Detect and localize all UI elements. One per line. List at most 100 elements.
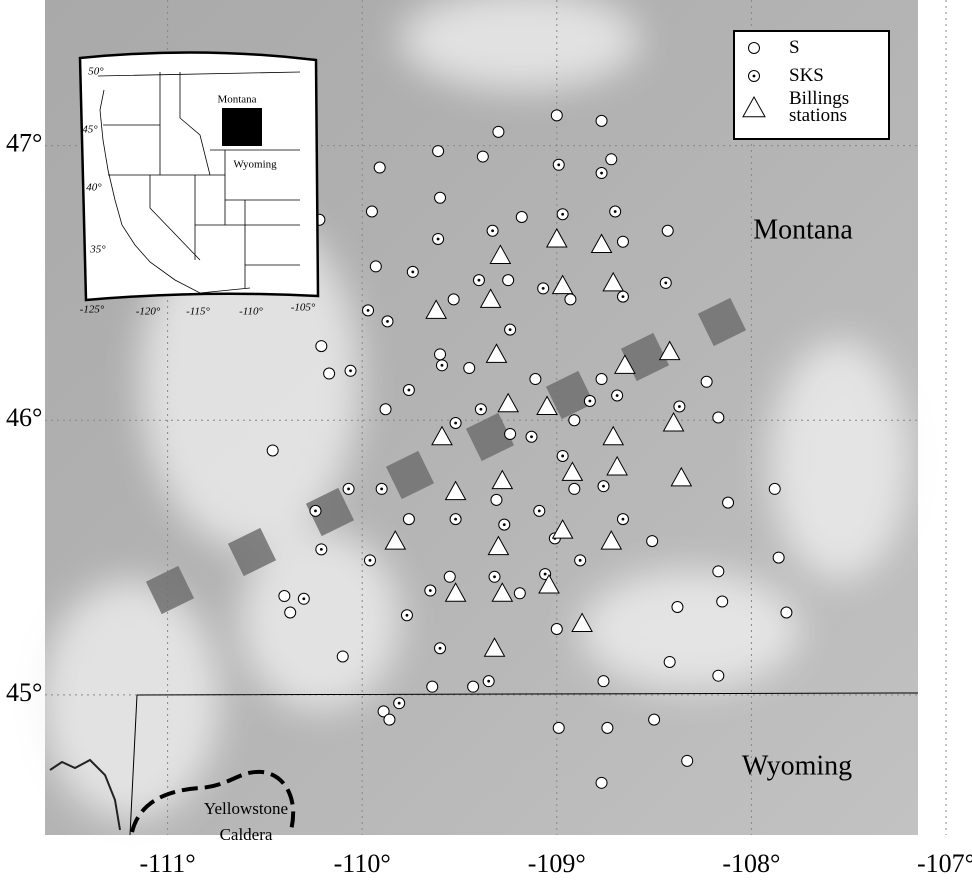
inset-map: Montana Wyoming 50° 45° 40° 35° -125° -1… xyxy=(80,52,318,317)
circle-marker xyxy=(514,588,525,599)
circle-marker xyxy=(682,755,693,766)
circle xyxy=(713,412,724,423)
center-dot xyxy=(487,680,490,683)
legend-icon xyxy=(741,94,767,120)
circle xyxy=(505,428,516,439)
dot-circle-marker xyxy=(436,360,447,371)
circle xyxy=(598,676,609,687)
dot-circle-marker xyxy=(407,266,418,277)
center-dot xyxy=(622,518,625,521)
circle-marker xyxy=(468,681,479,692)
dot-circle-marker xyxy=(316,544,327,555)
center-dot xyxy=(302,597,305,600)
circle-marker xyxy=(403,514,414,525)
circle xyxy=(435,349,446,360)
circle xyxy=(491,494,502,505)
center-dot xyxy=(369,559,372,562)
circle xyxy=(267,445,278,456)
circle-marker xyxy=(713,566,724,577)
center-dot xyxy=(347,488,350,491)
page: Montana Wyoming Montana Wyoming 50° 45° … xyxy=(0,0,972,888)
circle xyxy=(649,714,660,725)
circle-marker xyxy=(649,714,660,725)
center-dot xyxy=(678,405,681,408)
legend-label: Billings stations xyxy=(789,90,879,124)
dot-circle-marker xyxy=(343,483,354,494)
circle-marker xyxy=(366,206,377,217)
y-tick-label: 47° xyxy=(6,129,42,158)
circle-marker xyxy=(384,714,395,725)
dot-circle-marker xyxy=(557,450,568,461)
circle-marker xyxy=(493,126,504,137)
inset-state-label: Montana xyxy=(217,94,256,106)
circle xyxy=(701,376,712,387)
state-label: Montana xyxy=(753,214,853,245)
circle xyxy=(717,596,728,607)
circle-marker xyxy=(374,162,385,173)
circle xyxy=(427,681,438,692)
legend-label: SKS xyxy=(789,67,879,84)
x-tick-label: -110° xyxy=(334,849,391,878)
center-dot xyxy=(386,320,389,323)
center-dot xyxy=(542,287,545,290)
circle xyxy=(647,536,658,547)
circle xyxy=(569,483,580,494)
circle-marker xyxy=(647,536,658,547)
center-dot xyxy=(429,589,432,592)
circle-marker xyxy=(606,154,617,165)
dot-circle-marker xyxy=(617,291,628,302)
circle xyxy=(464,363,475,374)
center-dot xyxy=(398,702,401,705)
circle-marker xyxy=(551,110,562,121)
legend: S SKS Billings stations xyxy=(733,30,890,140)
center-dot xyxy=(602,485,605,488)
circle-marker xyxy=(596,115,607,126)
circle-marker xyxy=(781,607,792,618)
y-tick-label: 45° xyxy=(6,678,42,707)
circle xyxy=(596,374,607,385)
circle-marker xyxy=(596,374,607,385)
circle-marker xyxy=(569,415,580,426)
circle-marker xyxy=(427,681,438,692)
circle-marker xyxy=(505,428,516,439)
dot-circle-marker xyxy=(617,514,628,525)
legend-entry: S xyxy=(741,34,888,60)
circle-marker xyxy=(435,349,446,360)
circle-marker xyxy=(444,571,455,582)
dot-circle-marker xyxy=(526,431,537,442)
dot-circle-marker xyxy=(612,390,623,401)
circle-marker xyxy=(477,151,488,162)
dot-circle-marker xyxy=(394,698,405,709)
dot-circle-marker xyxy=(475,404,486,415)
circle xyxy=(433,146,444,157)
dot-circle-marker xyxy=(499,519,510,530)
dot-circle-marker xyxy=(483,676,494,687)
circle-marker xyxy=(749,43,760,54)
circle xyxy=(516,211,527,222)
dot-circle-marker xyxy=(505,324,516,335)
circle xyxy=(713,566,724,577)
dot-circle-marker xyxy=(473,275,484,286)
circle xyxy=(569,415,580,426)
dot-circle-marker xyxy=(310,505,321,516)
dot-circle-marker xyxy=(433,233,444,244)
circle xyxy=(435,192,446,203)
center-dot xyxy=(614,210,617,213)
circle-marker xyxy=(324,368,335,379)
circle xyxy=(551,110,562,121)
dot-circle-marker xyxy=(489,571,500,582)
circle-marker xyxy=(370,261,381,272)
circle-marker xyxy=(672,602,683,613)
circle-marker xyxy=(553,722,564,733)
dot-circle-marker xyxy=(345,365,356,376)
center-dot xyxy=(493,575,496,578)
circle xyxy=(384,714,395,725)
center-dot xyxy=(538,509,541,512)
circle xyxy=(773,552,784,563)
circle-marker xyxy=(713,670,724,681)
circle xyxy=(444,571,455,582)
circle xyxy=(493,126,504,137)
circle xyxy=(596,777,607,788)
dot-circle-marker xyxy=(487,225,498,236)
legend-entry: Billings stations xyxy=(741,90,888,124)
